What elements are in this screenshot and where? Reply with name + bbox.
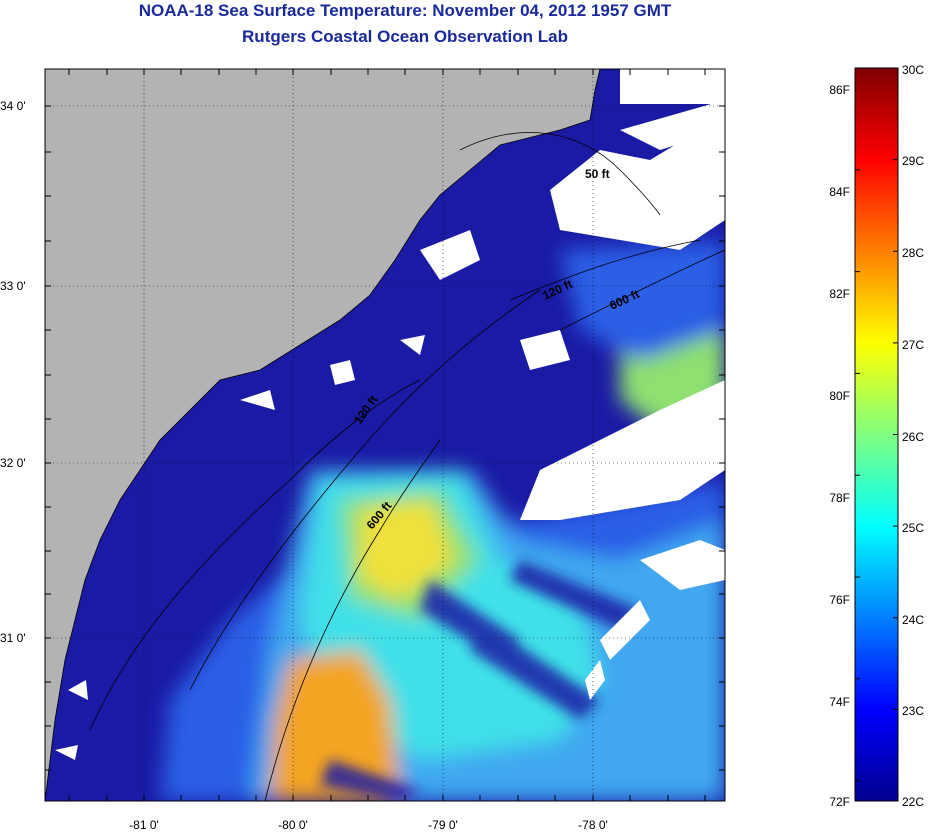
cbar-label-84f: 84F bbox=[829, 185, 850, 199]
coastline bbox=[45, 69, 601, 801]
cbar-label-27c: 27C bbox=[902, 338, 924, 352]
colorbar-fahrenheit-labels: 86F 84F 82F 80F 78F 76F 74F 72F bbox=[829, 83, 850, 809]
sst-yellow-field bbox=[360, 500, 455, 600]
lon-label-80: -80 0' bbox=[278, 818, 308, 832]
colorbar: 86F 84F 82F 80F 78F 76F 74F 72F 30C 29C … bbox=[829, 63, 924, 809]
contour-600ft-north bbox=[559, 249, 725, 331]
cbar-label-78f: 78F bbox=[829, 491, 850, 505]
land-no-data bbox=[620, 69, 725, 104]
colorbar-celsius-labels: 30C 29C 28C 27C 26C 25C 24C 23C 22C bbox=[902, 63, 924, 809]
contour-120ft-north bbox=[509, 239, 701, 301]
sst-blue-offshore bbox=[560, 240, 725, 360]
land-mass bbox=[45, 69, 600, 801]
contour-50ft bbox=[459, 132, 661, 216]
cbar-label-28c: 28C bbox=[902, 246, 924, 260]
map-title: NOAA-18 Sea Surface Temperature: Novembe… bbox=[138, 1, 672, 20]
contour-label-50ft: 50 ft bbox=[585, 167, 610, 181]
cbar-label-25c: 25C bbox=[902, 521, 924, 535]
cbar-label-86f: 86F bbox=[829, 83, 850, 97]
axis-ticks bbox=[45, 69, 725, 801]
cbar-label-74f: 74F bbox=[829, 695, 850, 709]
lon-label-79: -79 0' bbox=[428, 818, 458, 832]
colorbar-ticks bbox=[855, 67, 898, 802]
lon-axis-labels: -81 0' -80 0' -79 0' -78 0' bbox=[129, 818, 608, 832]
sst-map-image: 50 ft 120 ft 600 ft 120 ft 600 ft bbox=[45, 69, 725, 801]
contour-120ft bbox=[189, 289, 541, 691]
contour-600ft bbox=[264, 439, 441, 801]
cbar-label-30c: 30C bbox=[902, 63, 924, 77]
map-frame bbox=[44, 68, 726, 802]
contour-shelf-edge bbox=[89, 379, 421, 731]
lat-label-31: 31 0' bbox=[0, 631, 26, 645]
cbar-label-24c: 24C bbox=[902, 613, 924, 627]
lat-label-34: 34 0' bbox=[0, 99, 26, 113]
cbar-label-26c: 26C bbox=[902, 430, 924, 444]
cbar-label-23c: 23C bbox=[902, 704, 924, 718]
cbar-label-29c: 29C bbox=[902, 154, 924, 168]
lon-label-81: -81 0' bbox=[129, 818, 159, 832]
lat-label-32: 32 0' bbox=[0, 456, 26, 470]
cbar-label-80f: 80F bbox=[829, 389, 850, 403]
lon-label-78: -78 0' bbox=[578, 818, 608, 832]
map-subtitle: Rutgers Coastal Ocean Observation Lab bbox=[242, 27, 568, 46]
graticule bbox=[45, 69, 725, 801]
cbar-label-72f: 72F bbox=[829, 795, 850, 809]
cloud-mask bbox=[55, 85, 725, 760]
lat-axis-labels: 34 0' 33 0' 32 0' 31 0' bbox=[0, 99, 26, 645]
cbar-label-22c: 22C bbox=[902, 795, 924, 809]
sst-orange-field bbox=[270, 650, 400, 801]
bathymetry-contours bbox=[89, 132, 725, 801]
lat-label-33: 33 0' bbox=[0, 279, 26, 293]
colorbar-gradient bbox=[854, 67, 899, 802]
cbar-label-82f: 82F bbox=[829, 287, 850, 301]
cbar-label-76f: 76F bbox=[829, 593, 850, 607]
